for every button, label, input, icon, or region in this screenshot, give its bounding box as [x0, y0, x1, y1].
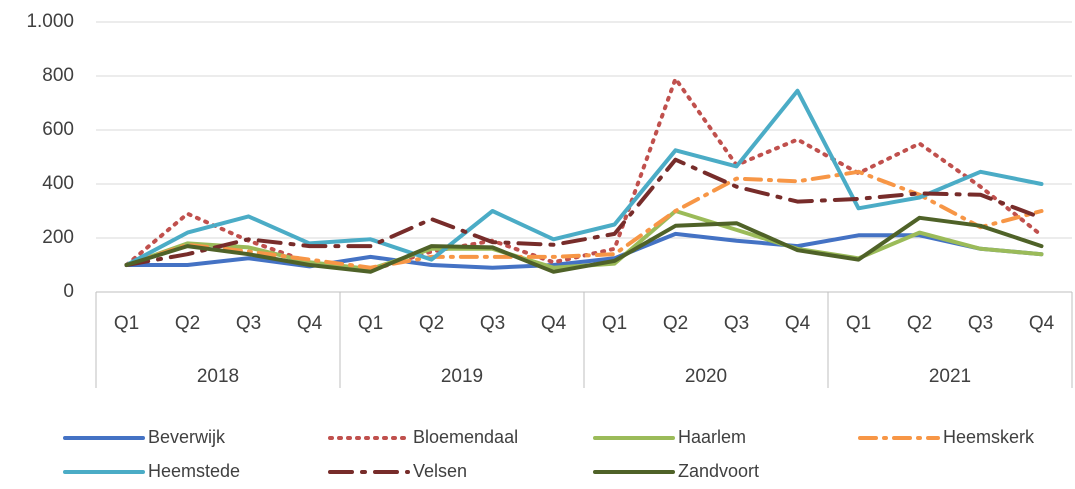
y-tick-label: 800: [42, 65, 74, 86]
x-tick-label: Q3: [236, 313, 261, 334]
x-tick-label: Q3: [480, 313, 505, 334]
group-label: 2021: [929, 366, 971, 387]
x-tick-label: Q4: [785, 313, 811, 334]
x-tick-label: Q2: [663, 313, 688, 334]
x-tick-label: Q2: [907, 313, 932, 334]
x-tick-label: Q2: [419, 313, 444, 334]
y-tick-label: 400: [42, 173, 74, 194]
x-tick-label: Q3: [724, 313, 749, 334]
series-line: [124, 88, 1044, 267]
x-tick-label: Q4: [297, 313, 323, 334]
x-tick-label: Q1: [846, 313, 871, 334]
legend-label: Heemstede: [148, 461, 240, 481]
legend-label: Haarlem: [678, 427, 746, 447]
series-line: [124, 231, 1044, 270]
y-tick-label: 600: [42, 119, 74, 140]
legend-label: Zandvoort: [678, 461, 759, 481]
x-tick-label: Q2: [175, 313, 200, 334]
series-line: [124, 215, 1044, 274]
series-line: [124, 157, 1044, 267]
series-line: [124, 169, 1044, 270]
x-tick-label: Q1: [602, 313, 627, 334]
x-tick-label: Q4: [541, 313, 567, 334]
y-tick-label: 0: [63, 281, 74, 302]
group-label: 2020: [685, 366, 727, 387]
group-label: 2018: [197, 366, 239, 387]
series-line: [124, 76, 1044, 273]
legend-label: Beverwijk: [148, 427, 226, 447]
x-tick-label: Q1: [114, 313, 139, 334]
legend-label: Velsen: [413, 461, 467, 481]
y-tick-label: 1.000: [26, 11, 74, 32]
x-tick-label: Q4: [1029, 313, 1055, 334]
x-tick-label: Q1: [358, 313, 383, 334]
legend-label: Bloemendaal: [413, 427, 518, 447]
y-tick-label: 200: [42, 227, 74, 248]
legend-label: Heemskerk: [943, 427, 1035, 447]
x-tick-label: Q3: [968, 313, 993, 334]
group-label: 2019: [441, 366, 483, 387]
